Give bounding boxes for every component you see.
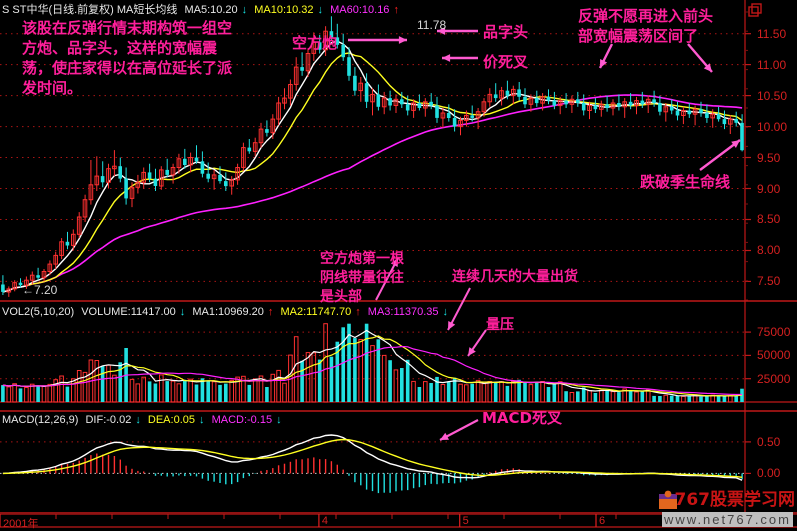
annotation-top-left-line-1: 方炮、品字头，这样的宽幅震 [22, 39, 218, 57]
vol-arrow-icon: ↓ [179, 306, 186, 318]
vol-value: VOLUME:11417.00 [81, 306, 176, 318]
price-tick-8.50: 8.50 [757, 212, 781, 227]
date-tick-3: 6 [599, 515, 606, 527]
annotation-top-left-line-2: 荡，使庄家得以在高位延长了派 [22, 59, 233, 77]
corner-marker-icon [748, 3, 762, 17]
price-tick-8.00: 8.00 [757, 243, 781, 258]
annotation-kongfangpao: 空方炮 [292, 34, 338, 52]
ma5-value: MA5:10.20 [184, 4, 238, 16]
macd-panel [0, 412, 797, 514]
price-tick-9.00: 9.00 [757, 181, 781, 196]
price-tick-7.50: 7.50 [757, 274, 781, 289]
vol-ma3-arrow-icon: ↓ [442, 306, 449, 318]
annotation-lianxu: 连续几天的大量出货 [452, 269, 578, 285]
macd-chart-svg [0, 412, 797, 514]
price-tag-low-value: 7.20 [34, 283, 58, 297]
price-tick-11.50: 11.50 [757, 26, 787, 41]
date-tick-0: 2001年 [3, 518, 39, 530]
volume-chart-svg [0, 302, 797, 412]
macd-header: MACD(12,26,9) DIF:-0.02 ↓ DEA:0.05 ↓ MACD:… [2, 414, 286, 426]
macd-arrow-icon: ↓ [276, 414, 282, 426]
macd-tick-0.50: 0.50 [757, 434, 781, 449]
annotation-jiasicha: 价死叉 [483, 53, 529, 71]
symbol-title: S ST中华(日线.前复权) MA短长均线 [2, 4, 178, 16]
dif-value: DIF:-0.02 [85, 414, 132, 426]
macd-indicator-title: MACD(12,26,9) [2, 414, 79, 426]
vol-ma1-value: MA1:10969.20 [192, 306, 264, 318]
vol-ma2-arrow-icon: ↑ [355, 306, 361, 318]
macd-value: MACD:-0.15 [211, 414, 273, 426]
volume-tick-50000: 50000 [757, 348, 791, 363]
price-tag-low: ←7.20 [22, 283, 58, 297]
price-chart-svg [0, 0, 797, 302]
dif-arrow-icon: ↓ [135, 414, 141, 426]
price-panel [0, 0, 797, 302]
date-tick-1: 4 [321, 515, 328, 527]
macd-tick-0.00: 0.00 [757, 466, 781, 481]
watermark-line-2: www.net767.com [662, 512, 793, 527]
annotation-top-left: 该股在反弹行情末期构筑一组空 方炮、品字头，这样的宽幅震 荡，使庄家得以在高位延… [22, 18, 232, 98]
price-header: S ST中华(日线.前复权) MA短长均线 MA5:10.20 ↓ MA10:10… [2, 1, 403, 17]
volume-header: VOL2(5,10,20) VOLUME:11417.00 ↓ MA1:10969… [2, 306, 452, 318]
watermark-line-1: 767股票学习网 [674, 490, 796, 510]
vol-indicator-title: VOL2(5,10,20) [2, 306, 75, 318]
annotation-diepo: 跌破季生命线 [640, 173, 731, 191]
ma60-value: MA60:10.16 [330, 4, 390, 16]
annotation-fantan-line-0: 反弹不愿再进入前头 [578, 7, 714, 25]
price-tick-10.00: 10.00 [757, 119, 788, 134]
vol-ma3-value: MA3:11370.35 [367, 306, 439, 318]
annotation-pinzitou: 品字头 [483, 23, 529, 41]
dea-value: DEA:0.05 [147, 414, 195, 426]
vol-ma1-arrow-icon: ↑ [267, 306, 274, 318]
annotation-kongfangpao-first: 空方炮第一根 阴线带量往往 是头部 [320, 250, 404, 307]
ma5-arrow-icon: ↓ [241, 4, 248, 16]
date-tick-2: 5 [462, 515, 469, 527]
annotation-fantan: 反弹不愿再进入前头 部宽幅震荡区间了 [578, 6, 713, 46]
annotation-kfp-line-1: 阴线带量往往 [320, 270, 404, 286]
price-tag-high: 11.78 [417, 18, 447, 32]
price-tick-10.50: 10.50 [757, 88, 788, 103]
watermark-logo-icon [659, 490, 677, 509]
dea-arrow-icon: ↓ [199, 414, 205, 426]
price-tick-11.00: 11.00 [757, 57, 787, 72]
volume-tick-75000: 75000 [757, 325, 791, 340]
volume-tick-25000: 25000 [757, 371, 791, 386]
annotation-kfp-line-2: 是头部 [320, 289, 362, 305]
watermark: 767股票学习网 www.net767.com [657, 488, 797, 528]
annotation-liangya: 量压 [486, 317, 514, 333]
price-tick-9.50: 9.50 [757, 150, 781, 165]
ma10-value: MA10:10.32 [254, 4, 314, 16]
annotation-macd-sicha: MACD死叉 [482, 409, 562, 427]
annotation-fantan-line-1: 部宽幅震荡区间了 [578, 27, 699, 45]
ma10-arrow-icon: ↓ [317, 4, 324, 16]
vol-ma2-value: MA2:11747.70 [280, 306, 352, 318]
annotation-top-left-line-3: 发时间。 [22, 79, 83, 97]
ma60-arrow-icon: ↑ [393, 4, 399, 16]
annotation-top-left-line-0: 该股在反弹行情末期构筑一组空 [22, 19, 233, 37]
annotation-kfp-line-0: 空方炮第一根 [320, 251, 404, 267]
volume-panel [0, 302, 797, 412]
